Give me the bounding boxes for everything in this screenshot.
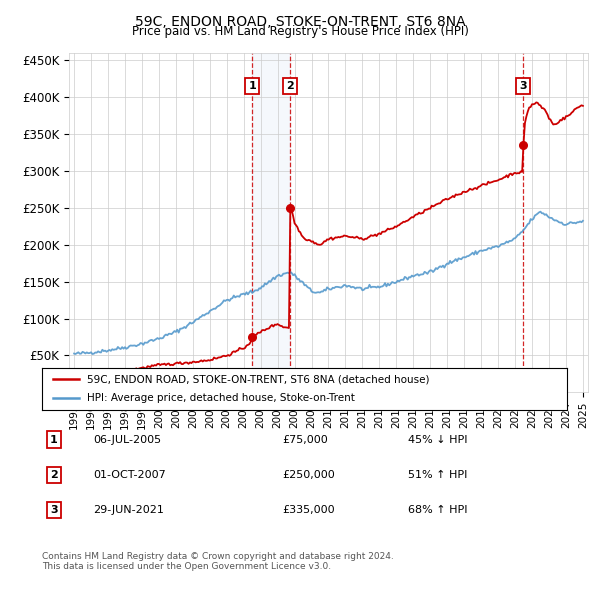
Bar xyxy=(253,53,290,392)
Text: £250,000: £250,000 xyxy=(282,470,335,480)
Text: 3: 3 xyxy=(520,81,527,91)
Text: 51% ↑ HPI: 51% ↑ HPI xyxy=(408,470,467,480)
Text: 45% ↓ HPI: 45% ↓ HPI xyxy=(408,435,467,444)
Text: 59C, ENDON ROAD, STOKE-ON-TRENT, ST6 8NA (detached house): 59C, ENDON ROAD, STOKE-ON-TRENT, ST6 8NA… xyxy=(86,375,429,385)
Text: Price paid vs. HM Land Registry's House Price Index (HPI): Price paid vs. HM Land Registry's House … xyxy=(131,25,469,38)
Text: 1: 1 xyxy=(50,435,58,444)
Text: HPI: Average price, detached house, Stoke-on-Trent: HPI: Average price, detached house, Stok… xyxy=(86,393,355,403)
Text: 1: 1 xyxy=(248,81,256,91)
Text: 59C, ENDON ROAD, STOKE-ON-TRENT, ST6 8NA: 59C, ENDON ROAD, STOKE-ON-TRENT, ST6 8NA xyxy=(134,15,466,29)
Text: 3: 3 xyxy=(50,506,58,515)
Text: 29-JUN-2021: 29-JUN-2021 xyxy=(93,506,164,515)
Text: £75,000: £75,000 xyxy=(282,435,328,444)
Text: £335,000: £335,000 xyxy=(282,506,335,515)
Text: Contains HM Land Registry data © Crown copyright and database right 2024.
This d: Contains HM Land Registry data © Crown c… xyxy=(42,552,394,571)
Text: 2: 2 xyxy=(50,470,58,480)
Text: 2: 2 xyxy=(286,81,294,91)
Text: 01-OCT-2007: 01-OCT-2007 xyxy=(93,470,166,480)
Text: 06-JUL-2005: 06-JUL-2005 xyxy=(93,435,161,444)
Text: 68% ↑ HPI: 68% ↑ HPI xyxy=(408,506,467,515)
